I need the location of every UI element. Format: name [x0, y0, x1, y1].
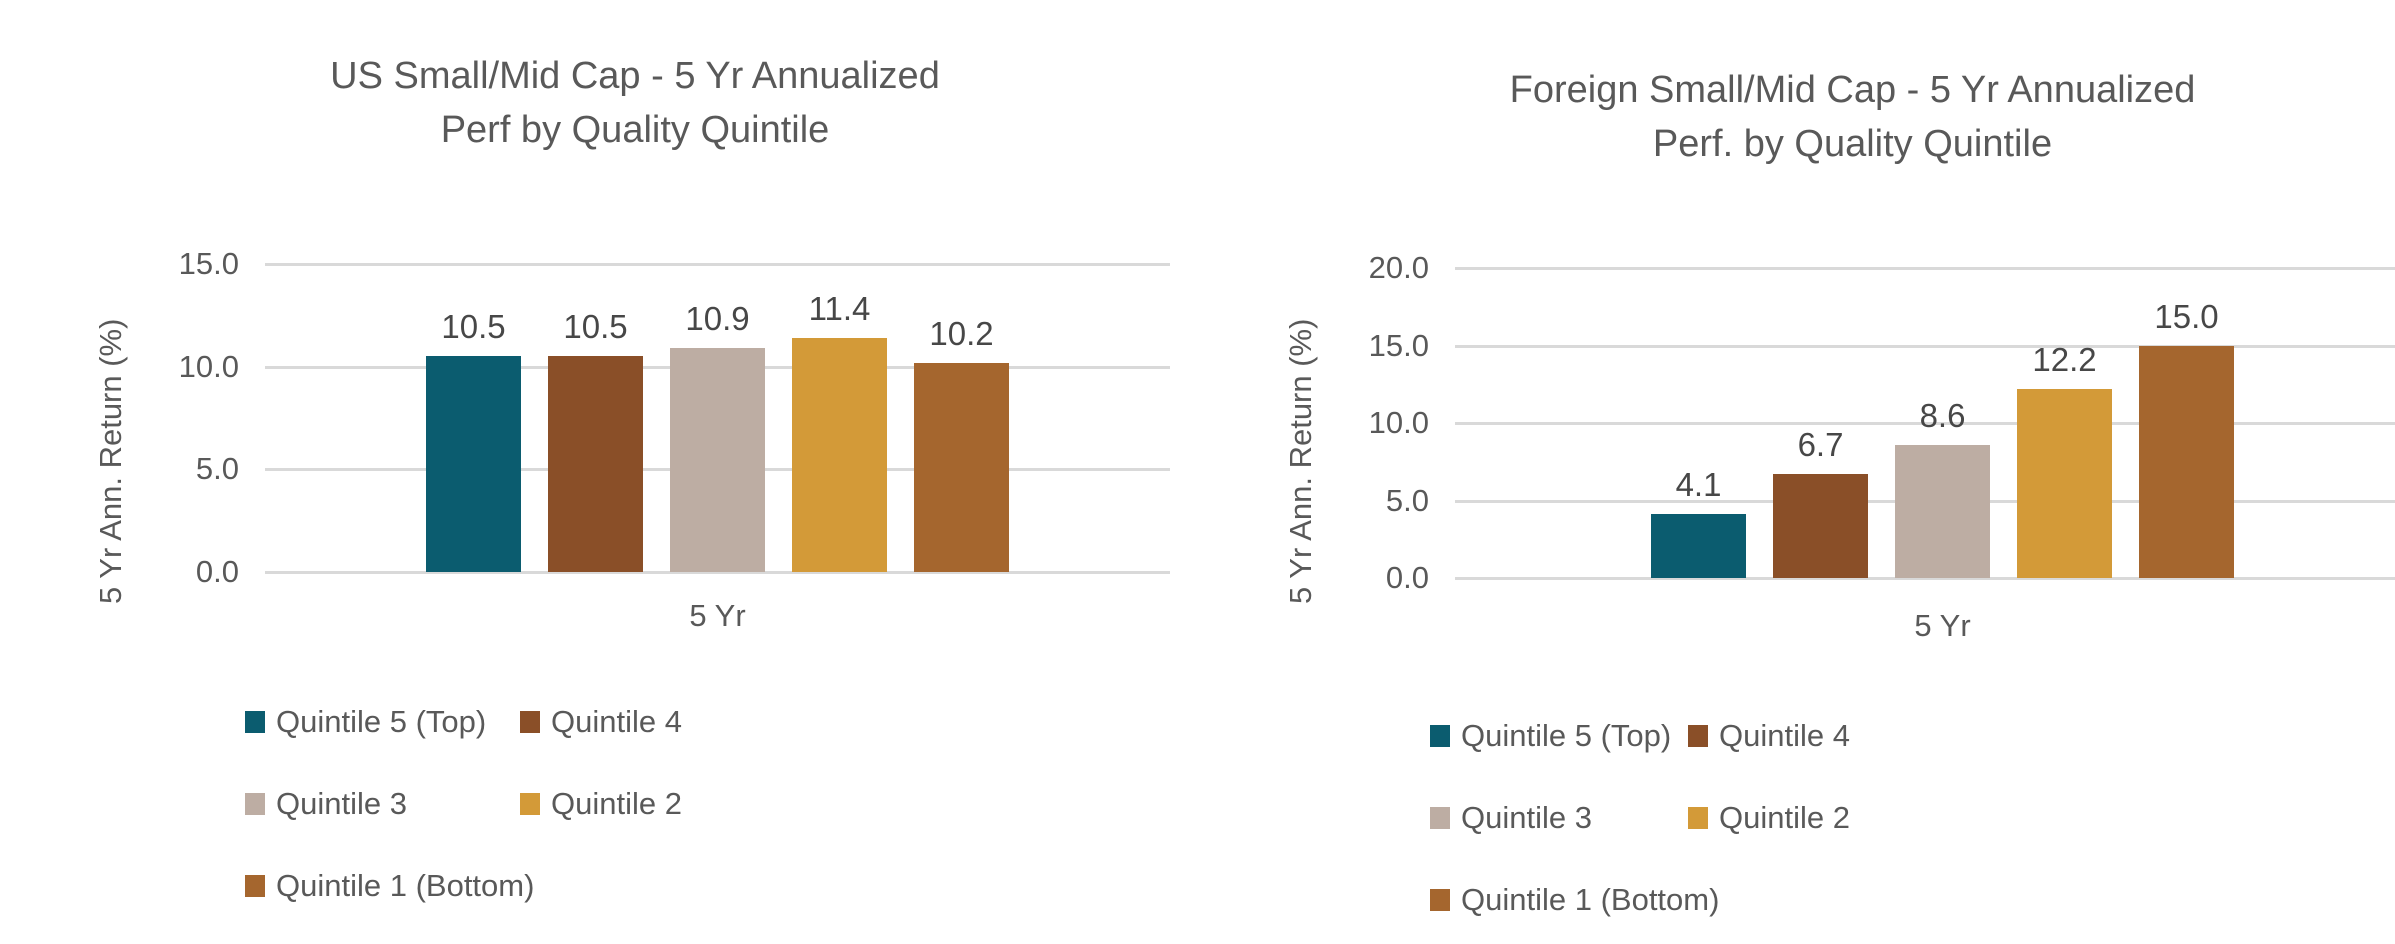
legend-item-quintile-2: Quintile 2 — [520, 786, 682, 822]
bar-quintile-5-top: 4.1 — [1651, 466, 1746, 578]
plot-area: 10.5 10.5 10.9 11.4 10.2 — [265, 263, 1170, 574]
y-axis-tick-label: 10.0 — [178, 348, 239, 384]
legend-label: Quintile 4 — [551, 704, 682, 739]
bar-value-label: 10.5 — [563, 308, 628, 346]
legend-item-quintile-3: Quintile 3 — [1430, 800, 1688, 836]
legend-label: Quintile 2 — [1719, 800, 1850, 835]
bar-quintile-5-top: 10.5 — [426, 308, 521, 572]
bar-quintile-1-bottom: 10.2 — [914, 315, 1009, 572]
y-axis-tick-label: 0.0 — [195, 554, 239, 589]
y-axis-tick-label: 0.0 — [1385, 560, 1429, 595]
chart-legend: Quintile 5 (Top) Quintile 4 Quintile 3 Quin… — [245, 704, 682, 904]
bar-quintile-4: 6.7 — [1773, 426, 1868, 578]
y-axis-tick-labels: 15.0 10.0 5.0 0.0 — [140, 246, 255, 589]
y-axis-tick-label: 10.0 — [1368, 405, 1429, 440]
legend-swatch — [245, 793, 265, 815]
legend-label: Quintile 1 (Bottom) — [276, 868, 535, 903]
y-axis-tick-label: 15.0 — [1368, 327, 1429, 363]
y-axis-title: 5 Yr Ann. Return (%) — [93, 318, 128, 604]
legend-swatch — [245, 711, 265, 733]
x-axis-tick-label: 5 Yr — [689, 598, 746, 633]
gridline — [1455, 577, 2395, 580]
legend-label: Quintile 3 — [276, 786, 407, 821]
bar-value-label: 10.9 — [685, 300, 750, 338]
bar-value-label: 4.1 — [1675, 466, 1722, 504]
chart-title: US Small/Mid Cap - 5 Yr Annualized Perf … — [80, 50, 1190, 158]
legend-label: Quintile 2 — [551, 786, 682, 821]
bar-value-label: 15.0 — [2154, 297, 2219, 335]
legend-swatch — [245, 875, 265, 897]
bar-value-label: 6.7 — [1797, 426, 1844, 464]
x-axis-tick-label: 5 Yr — [1914, 608, 1971, 643]
bar-value-label: 8.6 — [1919, 396, 1966, 434]
bar-quintile-3: 10.9 — [670, 300, 765, 572]
gridline — [1455, 344, 2395, 348]
gridline — [1455, 267, 2395, 270]
legend-item-quintile-5-top: Quintile 5 (Top) — [245, 704, 520, 740]
legend-item-quintile-4: Quintile 4 — [1688, 718, 1850, 754]
us-small-mid-cap-chart: US Small/Mid Cap - 5 Yr Annualized Perf … — [80, 36, 1190, 936]
legend-label: Quintile 5 (Top) — [1461, 718, 1672, 753]
chart-title-line-1: US Small/Mid Cap - 5 Yr Annualized — [330, 55, 940, 97]
chart-legend: Quintile 5 (Top) Quintile 4 Quintile 3 Quin… — [1430, 718, 1850, 918]
gridline — [265, 263, 1170, 266]
legend-swatch — [1688, 807, 1708, 829]
bar-value-label: 10.2 — [929, 314, 994, 352]
legend-swatch — [520, 793, 540, 815]
legend-item-quintile-5-top: Quintile 5 (Top) — [1430, 718, 1688, 754]
gridline — [265, 571, 1170, 574]
bar-group: 10.5 10.5 10.9 11.4 10.2 — [265, 264, 1170, 572]
legend-item-quintile-4: Quintile 4 — [520, 704, 682, 740]
bar-value-label: 12.2 — [2032, 340, 2097, 378]
legend-swatch — [1430, 889, 1450, 911]
chart-title: Foreign Small/Mid Cap - 5 Yr Annualized … — [1270, 64, 2395, 172]
y-axis-tick-label: 15.0 — [178, 246, 239, 281]
bar-value-label: 11.4 — [808, 289, 871, 327]
bar-quintile-4: 10.5 — [548, 308, 643, 572]
legend-swatch — [1430, 725, 1450, 747]
legend-swatch — [520, 711, 540, 733]
bar-quintile-2: 12.2 — [2017, 341, 2112, 578]
legend-swatch — [1430, 807, 1450, 829]
bar-value-label: 10.5 — [441, 308, 506, 346]
chart-title-line-2: Perf by Quality Quintile — [440, 108, 830, 151]
bar-quintile-2: 11.4 — [792, 290, 887, 572]
y-axis-tick-label: 20.0 — [1368, 250, 1429, 285]
bar-quintile-1-bottom: 15.0 — [2139, 298, 2234, 578]
legend-label: Quintile 4 — [1719, 718, 1850, 753]
legend-item-quintile-1-bottom: Quintile 1 (Bottom) — [1430, 882, 1719, 918]
legend-item-quintile-2: Quintile 2 — [1688, 800, 1850, 836]
foreign-small-mid-cap-chart: Foreign Small/Mid Cap - 5 Yr Annualized … — [1270, 36, 2395, 936]
legend-item-quintile-3: Quintile 3 — [245, 786, 520, 822]
plot-area: 4.1 6.7 8.6 12.2 15.0 — [1455, 267, 2395, 580]
chart-title-line-1: Foreign Small/Mid Cap - 5 Yr Annualized — [1509, 69, 2196, 111]
y-axis-title: 5 Yr Ann. Return (%) — [1283, 318, 1318, 604]
legend-item-quintile-1-bottom: Quintile 1 (Bottom) — [245, 868, 534, 904]
chart-title-line-2: Perf. by Quality Quintile — [1652, 122, 2053, 165]
bar-quintile-3: 8.6 — [1895, 397, 1990, 578]
legend-swatch — [1688, 725, 1708, 747]
legend-label: Quintile 1 (Bottom) — [1461, 882, 1720, 917]
y-axis-tick-label: 5.0 — [195, 451, 239, 487]
legend-label: Quintile 5 (Top) — [276, 704, 487, 739]
bar-group: 4.1 6.7 8.6 12.2 15.0 — [1455, 268, 2395, 578]
y-axis-tick-labels: 20.0 15.0 10.0 5.0 0.0 — [1330, 250, 1445, 595]
y-axis-tick-label: 5.0 — [1385, 482, 1429, 518]
gridline — [1455, 422, 2395, 425]
legend-label: Quintile 3 — [1461, 800, 1592, 835]
